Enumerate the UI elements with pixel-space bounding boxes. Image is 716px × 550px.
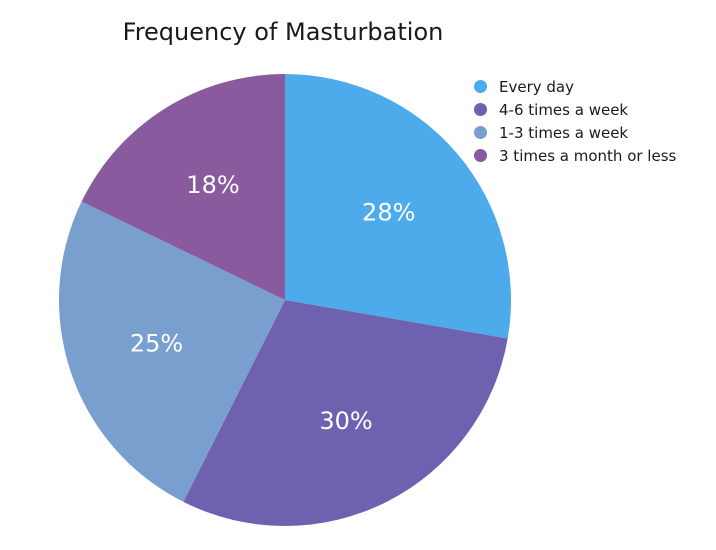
chart-title: Frequency of Masturbation xyxy=(122,18,444,46)
slice-value-label: 28% xyxy=(362,199,415,227)
legend-label: Every day xyxy=(499,77,574,96)
legend-item: 3 times a month or less xyxy=(474,144,676,167)
legend-swatch xyxy=(474,126,487,139)
legend-swatch xyxy=(474,149,487,162)
slice-value-label: 18% xyxy=(186,171,239,199)
slice-value-label: 30% xyxy=(319,407,372,435)
legend-label: 1-3 times a week xyxy=(499,123,629,142)
legend: Every day 4-6 times a week 1-3 times a wee… xyxy=(474,75,676,167)
slice-value-label: 25% xyxy=(130,330,183,358)
legend-item: 1-3 times a week xyxy=(474,121,676,144)
pie-slice xyxy=(81,73,286,301)
legend-label: 3 times a month or less xyxy=(499,146,677,165)
legend-item: Every day xyxy=(474,75,676,98)
legend-swatch xyxy=(474,103,487,116)
legend-label: 4-6 times a week xyxy=(499,100,629,119)
pie-slice xyxy=(183,300,508,526)
pie-slice xyxy=(285,74,511,339)
pie-slice xyxy=(58,201,285,502)
legend-item: 4-6 times a week xyxy=(474,98,676,121)
legend-swatch xyxy=(474,80,487,93)
